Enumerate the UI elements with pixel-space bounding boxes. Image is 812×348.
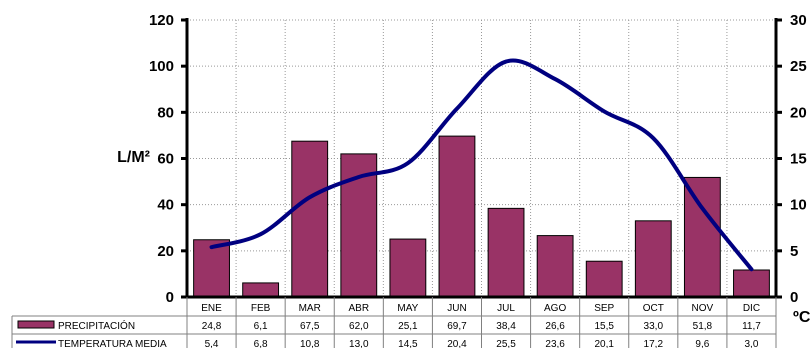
x-tick-label: DIC [743, 303, 760, 314]
bar-ago [536, 235, 574, 298]
temp-data-label: 20,4 [447, 339, 467, 348]
bar-jun [438, 135, 476, 298]
bar-mar [291, 140, 329, 298]
bar-ene [193, 239, 230, 298]
legend-key-precipitation [17, 320, 55, 329]
bar-dic [733, 269, 770, 298]
y-tick-label: 80 [157, 104, 174, 121]
precip-data-label: 62,0 [349, 321, 369, 332]
x-tick-label: MAR [299, 303, 321, 314]
temp-data-label: 6,8 [254, 339, 268, 348]
y-tick-label: 40 [157, 197, 174, 214]
precip-data-label: 26,6 [545, 321, 565, 332]
x-tick-label: ENE [201, 303, 222, 314]
temp-data-label: 25,5 [496, 339, 516, 348]
bar-oct [634, 220, 672, 298]
precip-data-label: 69,7 [447, 321, 467, 332]
precip-data-label: 67,5 [300, 321, 320, 332]
precip-data-label: 51,8 [693, 321, 713, 332]
bar-may [389, 238, 427, 298]
temp-data-label: 20,1 [594, 339, 614, 348]
y2-tick-label: 5 [790, 243, 798, 260]
gridlines [187, 19, 776, 297]
y-tick-label: 60 [157, 151, 174, 168]
precip-data-label: 6,1 [254, 321, 268, 332]
y-tick-label: 120 [149, 12, 174, 29]
y2-tick-label: 10 [790, 197, 807, 214]
bar-nov [683, 176, 721, 298]
y-tick-label: 0 [166, 289, 174, 306]
temp-data-label: 9,6 [695, 339, 709, 348]
precip-data-label: 33,0 [644, 321, 664, 332]
temp-data-label: 17,2 [644, 339, 664, 348]
legend-label-precipitation: PRECIPITACIÓN [58, 319, 135, 332]
precip-data-label: 15,5 [594, 321, 614, 332]
x-tick-label: JUN [447, 303, 466, 314]
y-tick-label: 100 [149, 58, 174, 75]
x-tick-label: OCT [643, 303, 664, 314]
y2-axis-label: ºC [793, 309, 811, 326]
y-axis-label: L/M² [117, 149, 150, 166]
precipitation-bars [193, 135, 770, 298]
precip-data-label: 38,4 [496, 321, 516, 332]
x-tick-label: SEP [594, 303, 614, 314]
bar-feb [242, 282, 280, 298]
x-tick-label: AGO [544, 303, 566, 314]
y2-tick-label: 15 [790, 151, 807, 168]
precip-data-label: 11,7 [742, 321, 761, 332]
precip-data-label: 24,8 [202, 321, 222, 332]
bar-jul [487, 207, 525, 298]
temp-data-label: 10,8 [300, 339, 320, 348]
x-tick-label: ABR [349, 303, 370, 314]
y2-tick-label: 0 [790, 289, 798, 306]
y2-tick-label: 30 [790, 12, 807, 29]
temp-data-label: 14,5 [398, 339, 418, 348]
precip-data-label: 25,1 [398, 321, 418, 332]
temperature-line [209, 58, 754, 272]
bar-sep [585, 260, 623, 298]
y2-tick-label: 20 [790, 104, 807, 121]
y-tick-label: 20 [157, 243, 174, 260]
temp-data-label: 23,6 [545, 339, 565, 348]
temp-data-label: 13,0 [349, 339, 369, 348]
x-tick-label: NOV [692, 303, 714, 314]
legend-label-temperature: TEMPERATURA MEDIA [58, 339, 167, 348]
x-tick-label: MAY [397, 303, 418, 314]
temp-data-label: 3,0 [745, 339, 759, 348]
data-table: ENE 24,8 5,4 FEB 6,1 6,8 MAR 67,5 10,8 ABR 62,0 13,… [11, 297, 777, 348]
temp-data-label: 5,4 [205, 339, 219, 348]
x-tick-label: FEB [251, 303, 271, 314]
y2-tick-label: 25 [790, 58, 807, 75]
x-tick-label: JUL [497, 303, 515, 314]
